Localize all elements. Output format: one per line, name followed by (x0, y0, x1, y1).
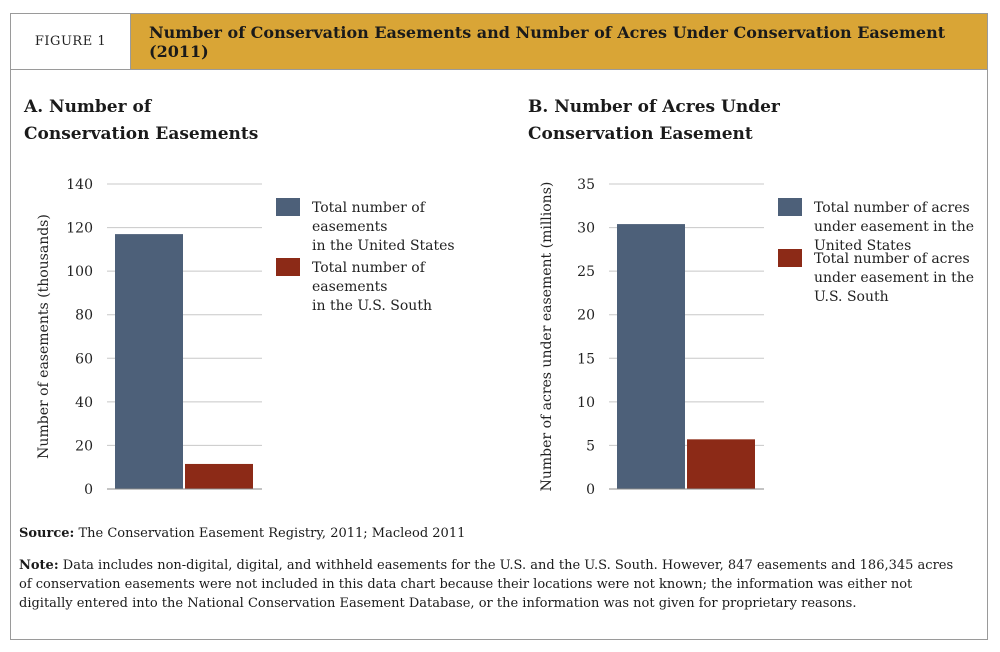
chart-a-tick-label: 60 (75, 351, 93, 367)
source-line: Source: The Conservation Easement Regist… (19, 526, 969, 541)
source-label: Source: (19, 526, 75, 541)
panel-a-title-line1: A. Number of (24, 97, 152, 117)
figure-frame: FIGURE 1 Number of Conservation Easement… (10, 13, 988, 640)
chart-a-legend-swatch-south (276, 258, 300, 276)
panel-b-title-line2: Conservation Easement (528, 124, 753, 144)
chart-b-legend-text: under easement in the (814, 219, 974, 235)
chart-a-legend-text: easements (312, 279, 388, 295)
chart-a-legend-text: Total number of (312, 200, 427, 216)
chart-b-tick-label: 25 (577, 264, 595, 280)
chart-b-tick-label: 20 (577, 308, 595, 324)
chart-b-legend-swatch-south (778, 249, 802, 267)
panel-a-title: A. Number of Conservation Easements (24, 94, 354, 148)
chart-b-legend-text: U.S. South (814, 289, 889, 305)
chart-a-legend-text: easements (312, 219, 388, 235)
chart-b-legend-text: under easement in the (814, 270, 974, 286)
note-text: Data includes non-digital, digital, and … (19, 558, 954, 611)
source-text: The Conservation Easement Registry, 2011… (74, 526, 466, 541)
chart-a-bar-us (115, 234, 183, 489)
chart-a-tick-label: 80 (75, 308, 93, 324)
chart-a-bar-south (185, 463, 253, 489)
chart-b-tick-label: 15 (577, 351, 595, 367)
chart-b-legend-text: Total number of acres (814, 200, 970, 216)
note-label: Note: (19, 558, 59, 573)
chart-b-tick-label: 0 (586, 482, 595, 498)
chart-b-tick-label: 30 (577, 221, 595, 237)
chart-b-legend-swatch-us (778, 198, 802, 216)
chart-b-y-axis-label: Number of acres under easement (millions… (539, 182, 555, 492)
note-paragraph: Note: Data includes non-digital, digital… (19, 556, 969, 613)
chart-a-tick-label: 140 (66, 177, 93, 193)
chart-a-legend-swatch-us (276, 198, 300, 216)
panel-b-title-line1: B. Number of Acres Under (528, 97, 780, 117)
figure-label: FIGURE 1 (11, 14, 131, 69)
chart-a-tick-label: 0 (84, 482, 93, 498)
chart-a-legend-text: in the United States (312, 238, 455, 254)
chart-b-acres: 0 5 10 15 20 25 30 35 Number of acres under ease… (539, 177, 974, 498)
chart-b-bar-south (687, 439, 755, 489)
figure-header: FIGURE 1 Number of Conservation Easement… (11, 14, 987, 70)
chart-a-easements: 0 20 40 60 80 100 120 140 Number of easements (t… (36, 177, 455, 498)
figure-title: Number of Conservation Easements and Num… (131, 14, 987, 69)
chart-b-tick-label: 35 (577, 177, 595, 193)
chart-a-tick-label: 120 (66, 221, 93, 237)
chart-b-legend-text: Total number of acres (814, 251, 970, 267)
chart-a-tick-label: 100 (66, 264, 93, 280)
chart-a-legend-text: Total number of (312, 260, 427, 276)
chart-b-bar-us (617, 224, 685, 490)
chart-b-tick-label: 5 (586, 438, 595, 454)
chart-a-legend-text: in the U.S. South (312, 298, 432, 314)
panel-a-title-line2: Conservation Easements (24, 124, 259, 144)
chart-a-y-axis-label: Number of easements (thousands) (36, 214, 52, 459)
chart-b-legend-text: United States (814, 238, 911, 254)
chart-a-tick-label: 40 (75, 395, 93, 411)
chart-a-tick-label: 20 (75, 438, 93, 454)
chart-b-tick-label: 10 (577, 395, 595, 411)
panel-b-title: B. Number of Acres Under Conservation Ea… (528, 94, 858, 148)
